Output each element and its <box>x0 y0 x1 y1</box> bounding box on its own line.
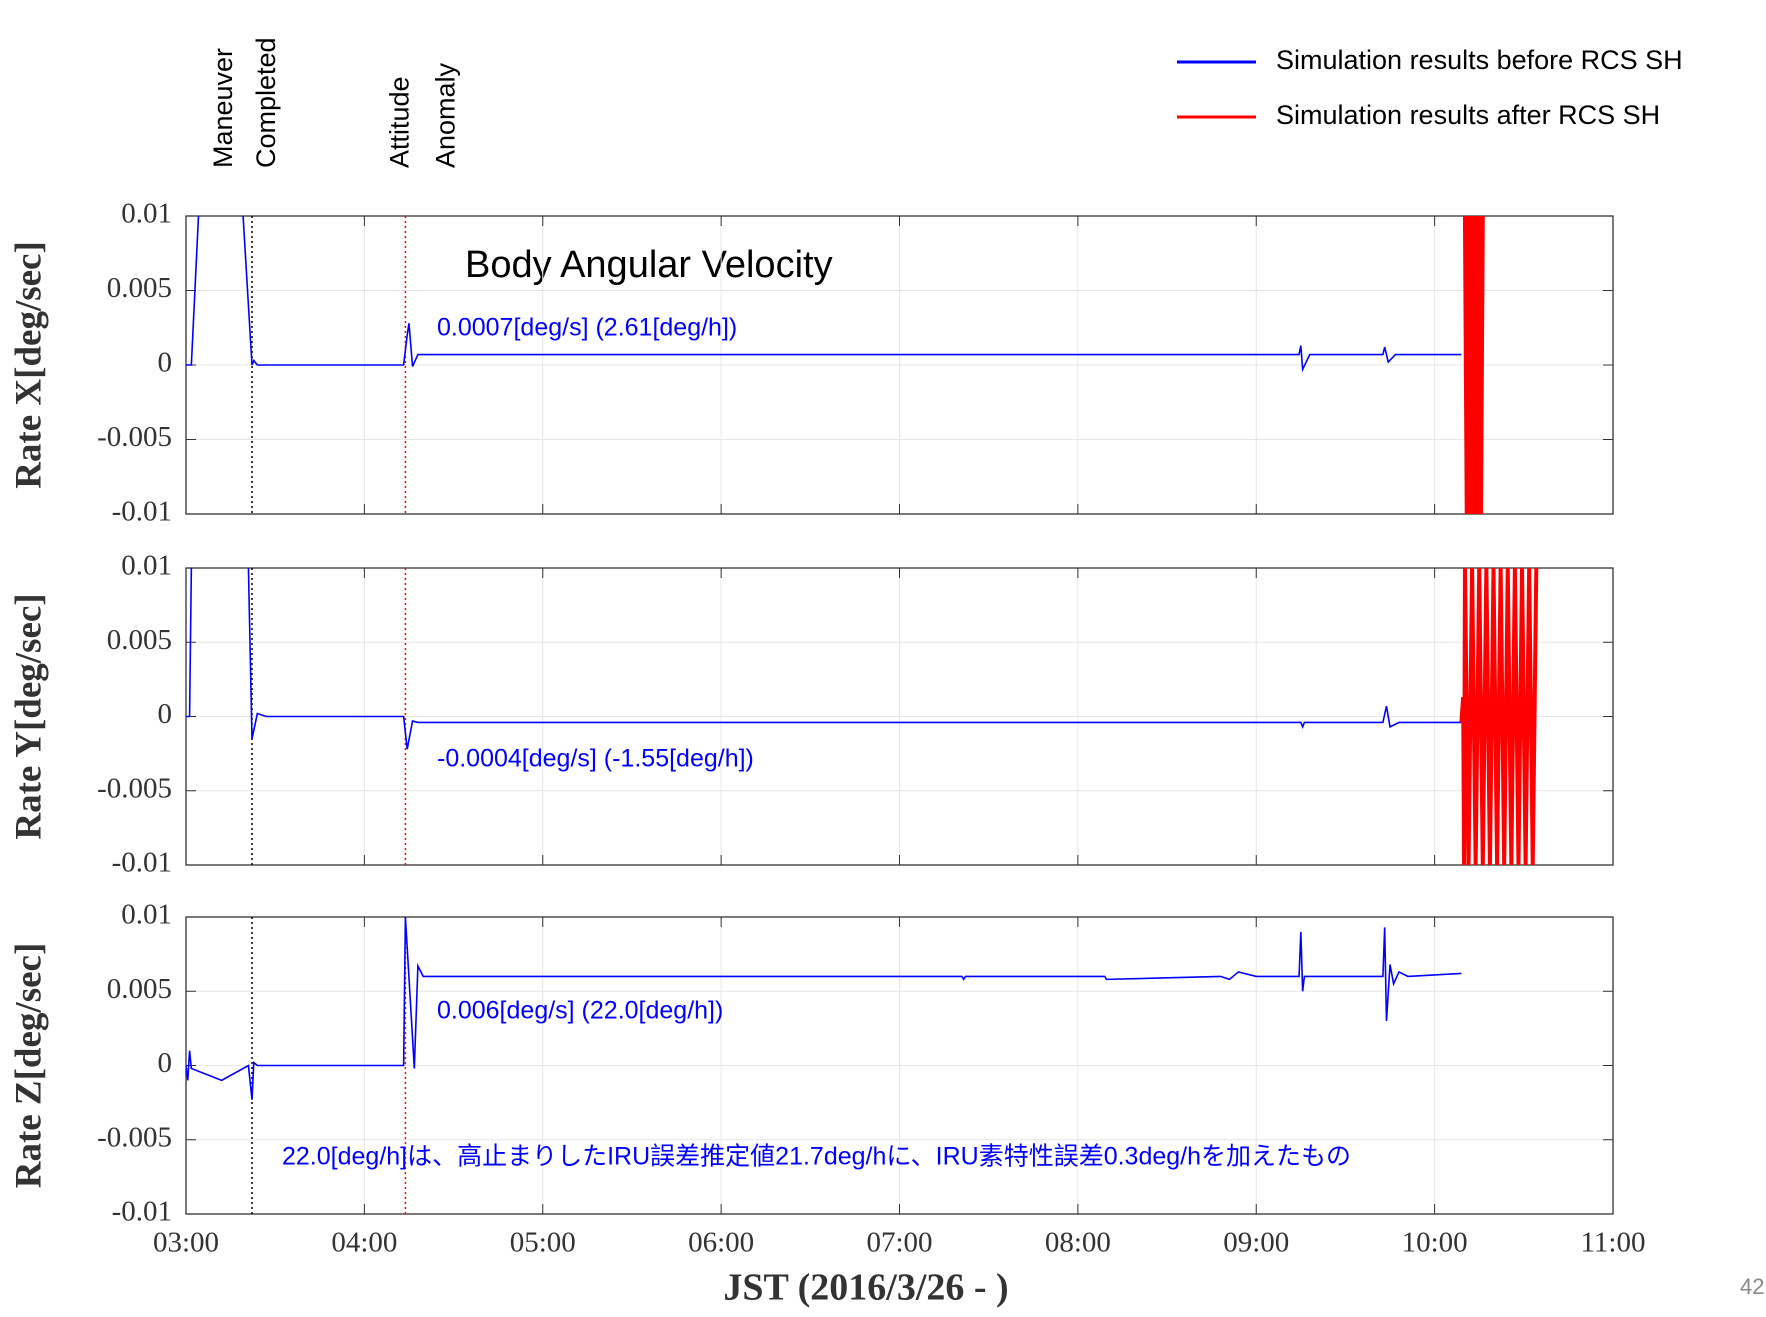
annotation: 22.0[deg/h]は、高止まりしたIRU誤差推定値21.7deg/hに、IR… <box>282 1143 1351 1171</box>
y-tick-label: -0.01 <box>112 1196 172 1228</box>
event-label: Anomaly <box>431 62 461 168</box>
y-tick-label: 0.005 <box>107 973 172 1005</box>
chart-title: Body Angular Velocity <box>465 244 833 286</box>
y-tick-label: 0.01 <box>121 550 172 582</box>
y-tick-label: 0.01 <box>121 899 172 931</box>
y-tick-label: 0 <box>158 698 173 730</box>
x-tick-label: 03:00 <box>153 1227 219 1259</box>
series-line <box>1459 568 1539 865</box>
x-tick-label: 04:00 <box>331 1227 397 1259</box>
x-tick-label: 08:00 <box>1045 1227 1111 1259</box>
legend-label: Simulation results after RCS SH <box>1276 100 1660 130</box>
event-label: Attitude <box>385 76 415 168</box>
legend-label: Simulation results before RCS SH <box>1276 45 1683 75</box>
series-line <box>1462 216 1485 514</box>
series-line <box>186 568 1462 750</box>
annotation: 0.0007[deg/s] (2.61[deg/h]) <box>437 314 737 342</box>
x-tick-label: 10:00 <box>1402 1227 1468 1259</box>
x-tick-label: 06:00 <box>688 1227 754 1259</box>
x-tick-label: 09:00 <box>1223 1227 1289 1259</box>
y-tick-label: 0.005 <box>107 272 172 304</box>
y-tick-label: -0.005 <box>97 772 172 804</box>
y-axis-label: Rate Z[deg/sec] <box>8 943 49 1189</box>
x-axis-label: JST (2016/3/26 - ) <box>723 1267 1008 1309</box>
y-tick-label: -0.01 <box>112 496 172 528</box>
event-label: Completed <box>251 37 281 168</box>
x-tick-label: 11:00 <box>1581 1227 1646 1259</box>
y-tick-label: 0 <box>158 1047 173 1079</box>
y-tick-label: -0.005 <box>97 421 172 453</box>
x-tick-label: 05:00 <box>510 1227 576 1259</box>
series-line <box>186 216 1462 373</box>
y-tick-label: 0.01 <box>121 198 172 230</box>
y-tick-label: 0.005 <box>107 624 172 656</box>
y-tick-label: -0.01 <box>112 847 172 879</box>
y-tick-label: -0.005 <box>97 1121 172 1153</box>
y-axis-label: Rate Y[deg/sec] <box>8 593 49 839</box>
y-axis-label: Rate X[deg/sec] <box>8 241 49 489</box>
annotation: -0.0004[deg/s] (-1.55[deg/h]) <box>437 745 754 773</box>
y-tick-label: 0 <box>158 347 173 379</box>
x-tick-label: 07:00 <box>866 1227 932 1259</box>
page-number: 42 <box>1740 1274 1764 1299</box>
event-label: Maneuver <box>208 48 238 168</box>
series-line <box>186 917 1462 1100</box>
annotation: 0.006[deg/s] (22.0[deg/h]) <box>437 997 723 1025</box>
